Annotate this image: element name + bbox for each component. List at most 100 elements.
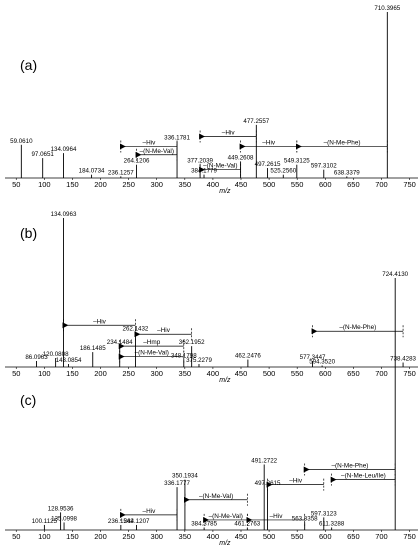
x-tick-label: 500: [263, 532, 276, 541]
x-tick-label: 350: [179, 369, 192, 378]
x-tick-label: 50: [12, 369, 20, 378]
loss-label: –Hiv: [143, 139, 157, 146]
x-tick-label: 700: [375, 532, 388, 541]
x-tick-label: 300: [150, 369, 163, 378]
peak-label: 594.3520: [309, 359, 335, 366]
x-tick-label: 500: [263, 369, 276, 378]
peak-label: 264.1207: [124, 518, 150, 525]
x-tick-label: 450: [235, 180, 248, 189]
x-tick-label: 550: [291, 369, 304, 378]
peak-label: 638.3379: [334, 169, 360, 176]
x-tick-label: 50: [12, 180, 20, 189]
x-tick-label: 600: [319, 180, 332, 189]
loss-label: –(N-Me-Val): [209, 513, 243, 520]
x-tick-label: 250: [122, 532, 135, 541]
loss-label: –(N-Me-Val): [140, 148, 174, 155]
peak-label: 549.3125: [284, 158, 310, 165]
peak-label: 59.0610: [10, 138, 33, 145]
x-tick-label: 550: [291, 180, 304, 189]
peak-label: 462.2476: [235, 353, 261, 360]
panel-label: (b): [20, 225, 37, 241]
peak-label: 461.2763: [234, 520, 260, 527]
x-tick-label: 300: [150, 180, 163, 189]
x-tick-label: 450: [235, 532, 248, 541]
loss-label: –Hiv: [270, 513, 284, 520]
peak-label: 611.3288: [319, 520, 345, 527]
peak-label: 336.1781: [164, 134, 190, 141]
x-tick-label: 100: [38, 180, 51, 189]
x-tick-label: 250: [122, 369, 135, 378]
peak-label: 100.1125: [32, 518, 58, 525]
x-tick-label: 100: [38, 532, 51, 541]
peak-label: 128.9536: [48, 505, 74, 512]
x-tick-label: 350: [179, 532, 192, 541]
peak-label: 186.1485: [80, 345, 106, 352]
peak-label: 350.1934: [172, 473, 198, 480]
x-tick-label: 550: [291, 532, 304, 541]
x-axis-label: m/z: [219, 377, 231, 384]
x-tick-label: 50: [12, 532, 20, 541]
x-tick-label: 600: [319, 532, 332, 541]
x-tick-label: 250: [122, 180, 135, 189]
x-tick-label: 300: [150, 532, 163, 541]
x-tick-label: 750: [403, 369, 416, 378]
x-tick-label: 100: [38, 369, 51, 378]
peak-label: 135.0998: [51, 515, 77, 522]
peak-label: 597.3102: [311, 163, 337, 170]
x-tick-label: 200: [94, 532, 107, 541]
peak-label: 449.2608: [228, 154, 254, 161]
x-tick-label: 750: [403, 532, 416, 541]
peak-label: 264.1206: [124, 158, 150, 165]
x-tick-label: 700: [375, 369, 388, 378]
loss-label: –Hiv: [93, 318, 107, 325]
peak-label: 710.3965: [374, 5, 400, 12]
loss-label: –Hiv: [262, 139, 276, 146]
peak-label: 184.0734: [79, 168, 105, 175]
peak-label: 120.0808: [43, 351, 69, 358]
peak-label: 143.0854: [56, 357, 82, 364]
x-tick-label: 400: [207, 532, 220, 541]
loss-label: –Hiv: [222, 130, 236, 137]
x-tick-label: 450: [235, 369, 248, 378]
peak-label: 236.1257: [108, 169, 134, 176]
x-tick-label: 150: [66, 532, 79, 541]
loss-label: –(N-Me-Val): [203, 163, 237, 170]
x-tick-label: 350: [179, 180, 192, 189]
x-tick-label: 400: [207, 369, 220, 378]
peak-label: 477.2557: [243, 118, 269, 125]
loss-label: –(N-Me-Phe): [331, 463, 368, 470]
x-axis-label: m/z: [219, 188, 231, 195]
peak-label: 134.0963: [51, 211, 77, 218]
peak-label: 597.3123: [311, 510, 337, 517]
peak-label: 134.0964: [51, 146, 77, 153]
loss-label: –(N-Me-Val): [199, 493, 233, 500]
x-tick-label: 150: [66, 369, 79, 378]
peak-label: 234.1484: [107, 339, 133, 346]
peak-label: 336.1777: [164, 480, 190, 487]
loss-label: –(N-Me-Leu/Ile): [341, 473, 386, 480]
peak-label: 491.2722: [251, 457, 277, 464]
panel-label: (a): [20, 57, 37, 73]
x-tick-label: 650: [347, 532, 360, 541]
peak-label: 738.4283: [390, 356, 416, 363]
x-tick-label: 600: [319, 369, 332, 378]
loss-label: –(N-Me-Phe): [339, 324, 376, 331]
peak-label: 86.0963: [25, 354, 48, 361]
x-tick-label: 150: [66, 180, 79, 189]
loss-label: –Hmp: [143, 339, 160, 346]
peak-label: 577.3447: [300, 354, 326, 361]
loss-label: –(N-Me-Val): [135, 350, 169, 357]
loss-label: –Hiv: [143, 508, 157, 515]
loss-label: –(N-Me-Phe): [324, 139, 361, 146]
peak-label: 497.2615: [255, 161, 281, 168]
x-tick-label: 200: [94, 369, 107, 378]
x-tick-label: 500: [263, 180, 276, 189]
x-tick-label: 650: [347, 369, 360, 378]
peak-label: 724.4130: [382, 271, 408, 278]
peak-label: 384.3785: [191, 520, 217, 527]
x-tick-label: 200: [94, 180, 107, 189]
x-tick-label: 700: [375, 180, 388, 189]
peak-label: 525.2560: [270, 168, 296, 175]
